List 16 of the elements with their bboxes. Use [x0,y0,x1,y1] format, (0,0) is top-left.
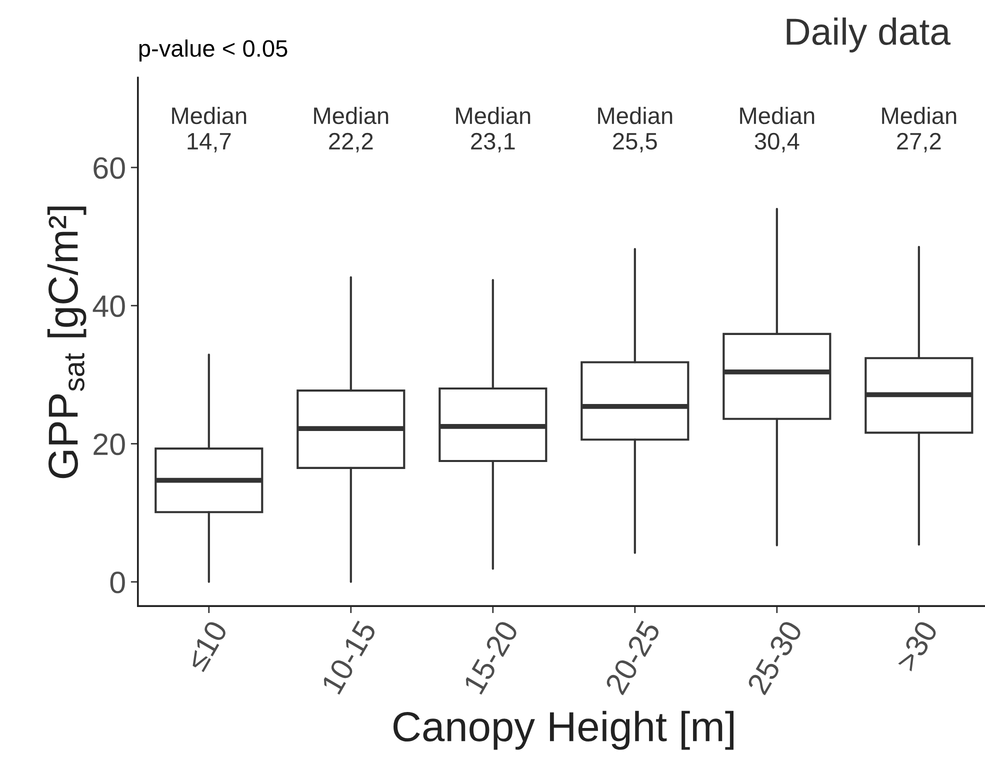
x-axis-title: Canopy Height [m] [394,710,734,750]
annotation: Median 14,7 [172,106,246,152]
y-axis-title: GPP$_{sat}$ [gC/m²] [47,206,86,478]
y-tick-label: 40 [92,295,125,317]
x-tick-label: ≤10 [185,619,228,672]
annotation: Median 25,5 [598,106,672,152]
y-tick-label: 0 [110,572,125,594]
x-tick-label: >30 [895,619,938,673]
chart-subtitle: p-value < 0.05 [139,40,288,62]
annotation: Median 23,1 [456,106,530,152]
y-tick-label: 60 [94,157,125,179]
annotation: Median 30,4 [740,106,814,152]
annotation: Median 27,2 [882,106,956,152]
annotation: Median 22,2 [314,106,388,152]
y-tick-label: 20 [94,433,125,456]
chart-title: Daily data [786,17,951,52]
